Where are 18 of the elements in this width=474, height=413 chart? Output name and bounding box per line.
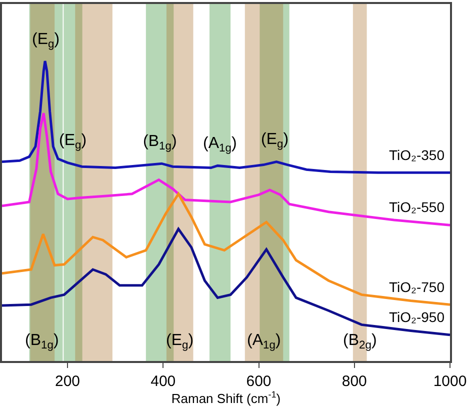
x-tick-label: 400: [150, 372, 176, 390]
series-label: TiO₂-950: [389, 309, 445, 325]
band-label: (E$_{g}$): [166, 332, 194, 352]
band-label: (E$_{g}$): [59, 132, 87, 152]
x-tick-label: 200: [54, 372, 80, 390]
x-tick-label: 1000: [433, 372, 467, 390]
band-label: (A$_{1g}$): [247, 332, 281, 352]
series-label: TiO₂-750: [389, 279, 445, 295]
x-tick-label: 800: [342, 372, 367, 390]
band-label: (A$_{1g}$): [203, 135, 237, 154]
band-label: (B$_{1g}$): [143, 133, 177, 152]
x-tick-label: 600: [246, 372, 272, 390]
band-label: (B$_{2g}$): [343, 332, 377, 352]
band-label: (E$_{g}$): [32, 31, 60, 50]
band-label: (E$_{g}$): [261, 131, 289, 150]
series-label: TiO₂-550: [389, 199, 445, 215]
x-axis-title: Raman Shift (cm$^{-1}$): [171, 390, 281, 406]
series-label: TiO₂-350: [389, 147, 445, 163]
